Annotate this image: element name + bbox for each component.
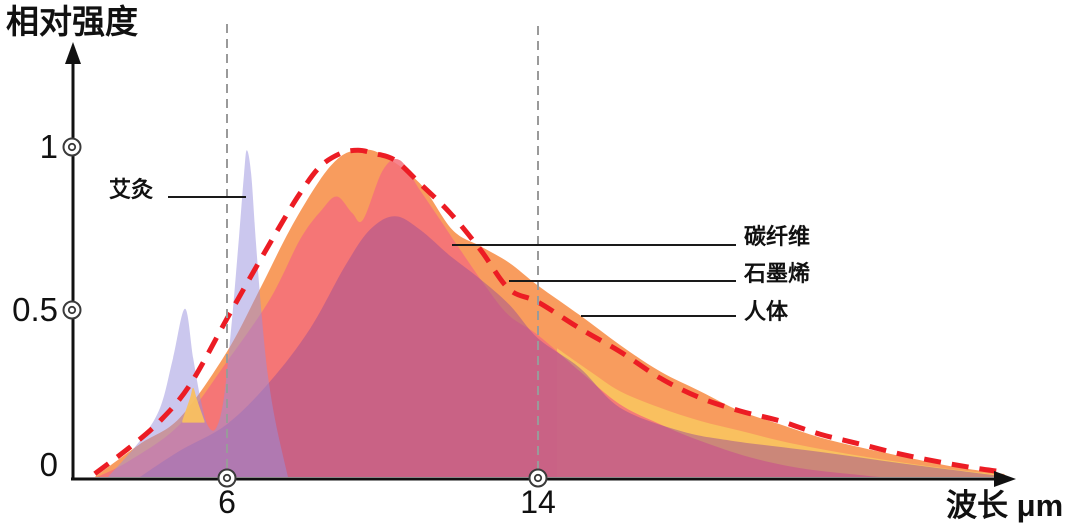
tick-marker-x-6 bbox=[217, 468, 237, 488]
annotation-graphene: 石墨烯 bbox=[744, 261, 811, 286]
y-tick-label-0-5: 0.5 bbox=[12, 291, 58, 328]
x-axis-arrow-icon bbox=[994, 471, 1016, 487]
x-tick-label-6: 6 bbox=[218, 484, 236, 520]
y-tick-label-0: 0 bbox=[39, 446, 58, 483]
annotation-moxibustion: 艾灸 bbox=[109, 177, 154, 202]
tick-marker-y-1 bbox=[62, 137, 82, 157]
mauve-silhouette bbox=[139, 216, 1001, 478]
x-axis-title: 波长 μm bbox=[946, 488, 1064, 523]
curves-group bbox=[93, 147, 1005, 478]
tick-marker-x-14 bbox=[528, 468, 548, 488]
gold-wedge bbox=[182, 387, 205, 423]
annotation-carbon-fiber: 碳纤维 bbox=[744, 224, 811, 249]
y-axis-title: 相对强度 bbox=[6, 3, 138, 40]
y-axis-arrow-icon bbox=[65, 42, 81, 64]
x-tick-label-14: 14 bbox=[520, 484, 556, 520]
annotation-human-body: 人体 bbox=[744, 299, 789, 324]
y-tick-label-1: 1 bbox=[39, 128, 58, 165]
tick-marker-y-05 bbox=[62, 300, 82, 320]
human-body-curve bbox=[93, 147, 998, 476]
moxibustion-curve bbox=[108, 150, 288, 478]
